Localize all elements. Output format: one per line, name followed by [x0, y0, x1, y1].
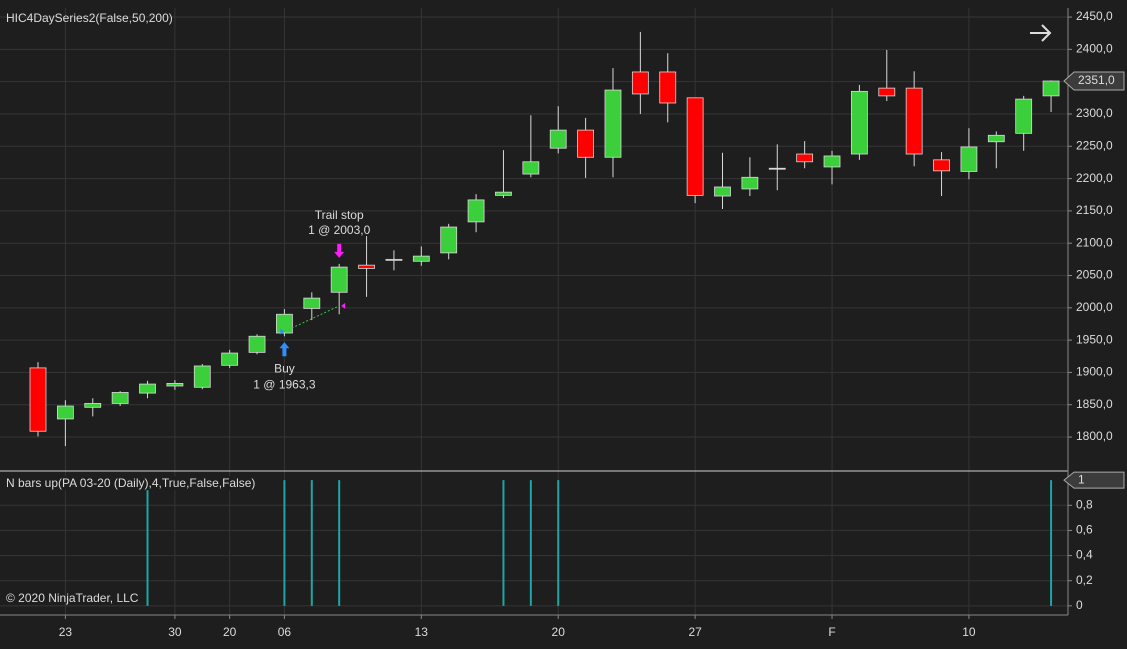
candle-body	[29, 367, 47, 432]
candle-body	[686, 97, 704, 196]
y-tick-label: 0,8	[1076, 497, 1093, 511]
last-price-label: 2351,0	[1078, 73, 1115, 87]
candle-body	[768, 167, 786, 170]
candle-body	[549, 129, 567, 149]
y-tick-label: 2000,0	[1076, 300, 1113, 314]
candle-body	[905, 87, 923, 155]
candle-body	[604, 89, 622, 158]
y-tick-label: 2050,0	[1076, 268, 1113, 282]
y-tick-label: 2400,0	[1076, 42, 1113, 56]
y-tick-label: 2200,0	[1076, 171, 1113, 185]
y-tick-label: 1850,0	[1076, 397, 1113, 411]
x-tick-label: 30	[168, 625, 182, 639]
x-tick-label: 23	[59, 625, 73, 639]
stop-arrow	[334, 243, 345, 258]
scroll-arrow-icon[interactable]	[1030, 24, 1052, 42]
candle-body	[933, 159, 950, 172]
candle-body	[303, 297, 321, 309]
x-tick-label: 10	[962, 625, 976, 639]
y-tick-label: 0,4	[1076, 548, 1093, 562]
y-tick-label: 0,2	[1076, 573, 1093, 587]
y-tick-label: 2250,0	[1076, 138, 1113, 152]
x-tick-label: 13	[415, 625, 429, 639]
y-tick-label: 2300,0	[1076, 106, 1113, 120]
candle-body	[659, 71, 677, 104]
candle-body	[111, 392, 129, 404]
candle-body	[56, 405, 74, 420]
indicator-title: N bars up(PA 03-20 (Daily),4,True,False,…	[6, 476, 255, 490]
candle-body	[412, 255, 430, 262]
x-tick-label: 27	[688, 625, 702, 639]
last-value-marker	[1063, 471, 1125, 489]
entry-marker	[280, 328, 285, 335]
candle-body	[878, 87, 896, 97]
candle-body	[987, 134, 1005, 143]
candle-body	[1015, 98, 1033, 134]
y-tick-label: 1800,0	[1076, 429, 1113, 443]
candle-body	[276, 313, 293, 334]
candle-body	[741, 176, 759, 190]
candle-body	[796, 153, 814, 163]
candle-body	[440, 226, 458, 254]
candle-body	[248, 335, 266, 353]
x-tick-label: 06	[278, 625, 292, 639]
y-tick-label: 0,6	[1076, 523, 1093, 537]
candle-body	[577, 129, 594, 158]
candle-body	[631, 71, 649, 95]
trade-label: Trail stop	[315, 208, 364, 222]
candle-body	[1042, 80, 1060, 97]
x-tick-label: 20	[223, 625, 237, 639]
x-tick-label: 20	[552, 625, 566, 639]
candle-body	[960, 146, 978, 172]
last-price-marker	[1063, 71, 1125, 91]
chart-title: HIC4DaySeries2(False,50,200)	[6, 11, 173, 25]
candle-body	[823, 155, 841, 168]
candle-body	[221, 352, 239, 366]
candle-body	[193, 365, 211, 388]
candle-body	[84, 403, 102, 408]
marks-layer	[29, 31, 1060, 606]
candle-body	[385, 258, 403, 261]
y-tick-label: 1950,0	[1076, 332, 1113, 346]
candle-body	[714, 186, 731, 197]
candle-body	[330, 266, 348, 293]
y-tick-label: 1900,0	[1076, 365, 1113, 379]
buy-arrow	[279, 342, 290, 357]
trade-detail: 1 @ 2003,0	[308, 223, 371, 237]
candle-body	[851, 90, 868, 155]
candle-body	[467, 199, 485, 223]
exit-marker	[341, 302, 346, 309]
candle-body	[495, 191, 512, 196]
title-background	[4, 476, 258, 491]
candle-body	[358, 264, 375, 269]
y-tick-label: 2450,0	[1076, 9, 1113, 23]
y-tick-label: 2100,0	[1076, 235, 1113, 249]
candle-body	[139, 383, 156, 394]
last-value-label: 1	[1078, 472, 1085, 486]
y-tick-label: 2150,0	[1076, 203, 1113, 217]
candle-body	[522, 161, 540, 175]
y-tick-label: 0	[1076, 598, 1083, 612]
trade-detail: 1 @ 1963,3	[253, 377, 316, 391]
trade-label: Buy	[274, 361, 295, 375]
x-tick-label: F	[828, 625, 835, 639]
copyright: © 2020 NinjaTrader, LLC	[6, 591, 139, 605]
candle-body	[166, 383, 184, 387]
